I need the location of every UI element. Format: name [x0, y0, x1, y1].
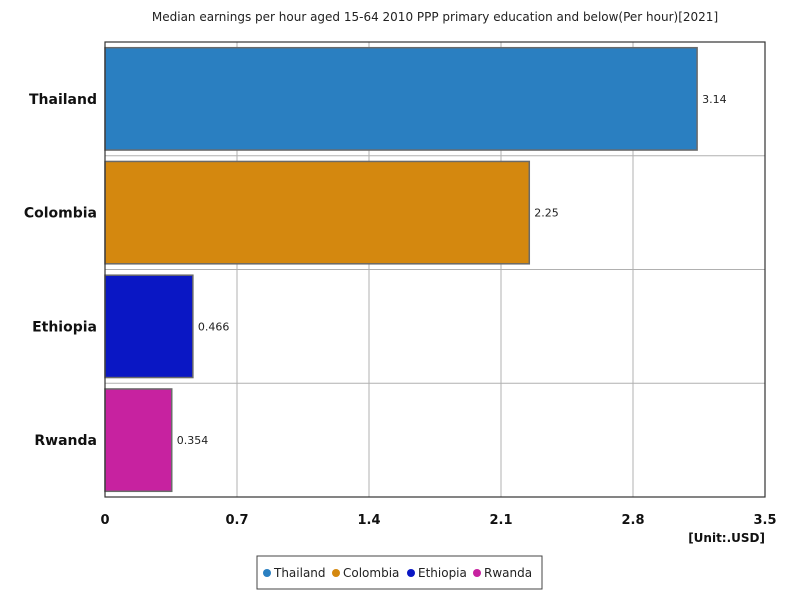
category-label-thailand: Thailand — [29, 92, 97, 108]
category-label-ethiopia: Ethiopia — [32, 319, 97, 335]
x-tick-label: 2.8 — [621, 513, 644, 528]
bar-thailand[interactable] — [104, 46, 698, 151]
legend-marker-colombia — [332, 569, 340, 577]
x-tick-label: 2.1 — [489, 513, 512, 528]
legend-marker-thailand — [263, 569, 271, 577]
bars — [104, 46, 698, 493]
legend-item-thailand[interactable]: Thailand — [273, 566, 326, 580]
plot-frame — [104, 41, 766, 498]
bar-colombia[interactable] — [104, 160, 531, 265]
legend-item-ethiopia[interactable]: Ethiopia — [418, 566, 467, 580]
value-label-ethiopia: 0.466 — [198, 320, 230, 333]
legend-frame — [256, 555, 543, 590]
bar-rwanda[interactable] — [104, 388, 173, 493]
bar-ethiopia[interactable] — [104, 274, 194, 379]
value-label-colombia: 2.25 — [534, 207, 559, 220]
legend-item-rwanda[interactable]: Rwanda — [484, 566, 532, 580]
category-label-colombia: Colombia — [24, 206, 97, 222]
x-tick-label: 0 — [100, 513, 109, 528]
legend-marker-rwanda — [473, 569, 481, 577]
legend: Thailand Colombia Ethiopia Rwanda — [256, 555, 543, 590]
value-label-rwanda: 0.354 — [177, 434, 209, 447]
x-tick-label: 1.4 — [357, 513, 380, 528]
legend-item-colombia[interactable]: Colombia — [343, 566, 399, 580]
x-tick-label: 3.5 — [753, 513, 776, 528]
legend-marker-ethiopia — [407, 569, 415, 577]
unit-label: [Unit:.USD] — [688, 531, 765, 545]
chart-title: Median earnings per hour aged 15-64 2010… — [152, 10, 718, 24]
x-tick-label: 0.7 — [225, 513, 248, 528]
category-label-rwanda: Rwanda — [34, 433, 97, 449]
value-label-thailand: 3.14 — [702, 93, 727, 106]
labels: 3.14 Thailand 2.25 Colombia 0.466 Ethiopia 0.3… — [24, 92, 777, 528]
